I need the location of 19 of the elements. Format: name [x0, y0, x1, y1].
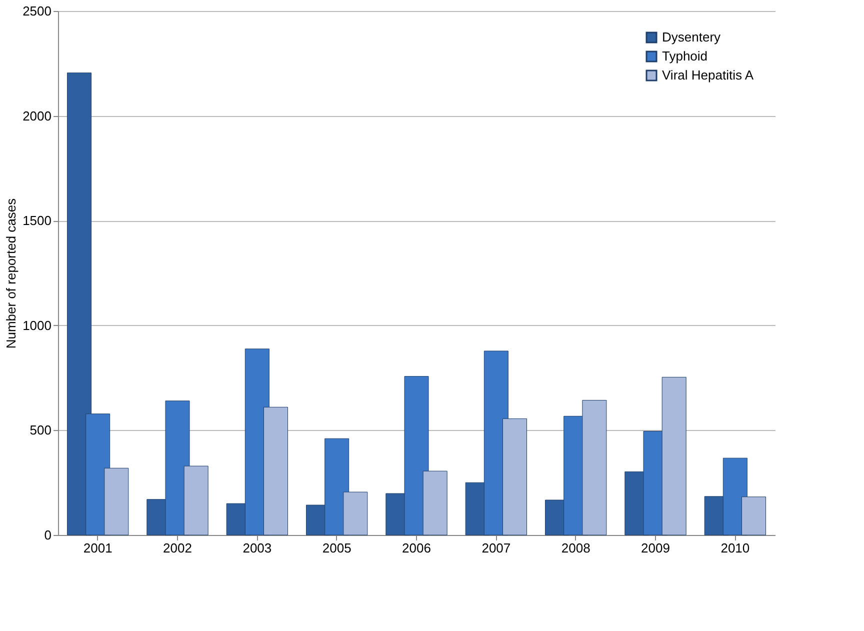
x-tick-label: 2008 [561, 540, 590, 556]
legend-label: Dysentery [662, 30, 722, 44]
legend-label: Viral Hepatitis A [662, 68, 754, 82]
y-axis-title: Number of reported cases [4, 198, 19, 349]
x-tick-label: 2009 [641, 540, 670, 556]
y-tick-label: 0 [44, 528, 52, 542]
x-tick-label: 2003 [242, 540, 272, 556]
x-tick-label: 2010 [720, 540, 750, 556]
legend-label: Typhoid [662, 48, 708, 64]
y-tick-label: 1500 [22, 213, 52, 228]
y-tick-label: 1000 [22, 318, 52, 333]
x-tick-label: 2005 [322, 540, 352, 556]
y-tick-label: 2000 [22, 108, 52, 124]
x-tick-label: 2001 [83, 540, 112, 556]
x-tick-label: 2007 [482, 540, 511, 556]
y-tick-label: 500 [30, 422, 52, 438]
x-tick-label: 2006 [402, 540, 431, 556]
x-tick-label: 2002 [163, 540, 192, 556]
y-tick-label: 2500 [22, 4, 52, 18]
